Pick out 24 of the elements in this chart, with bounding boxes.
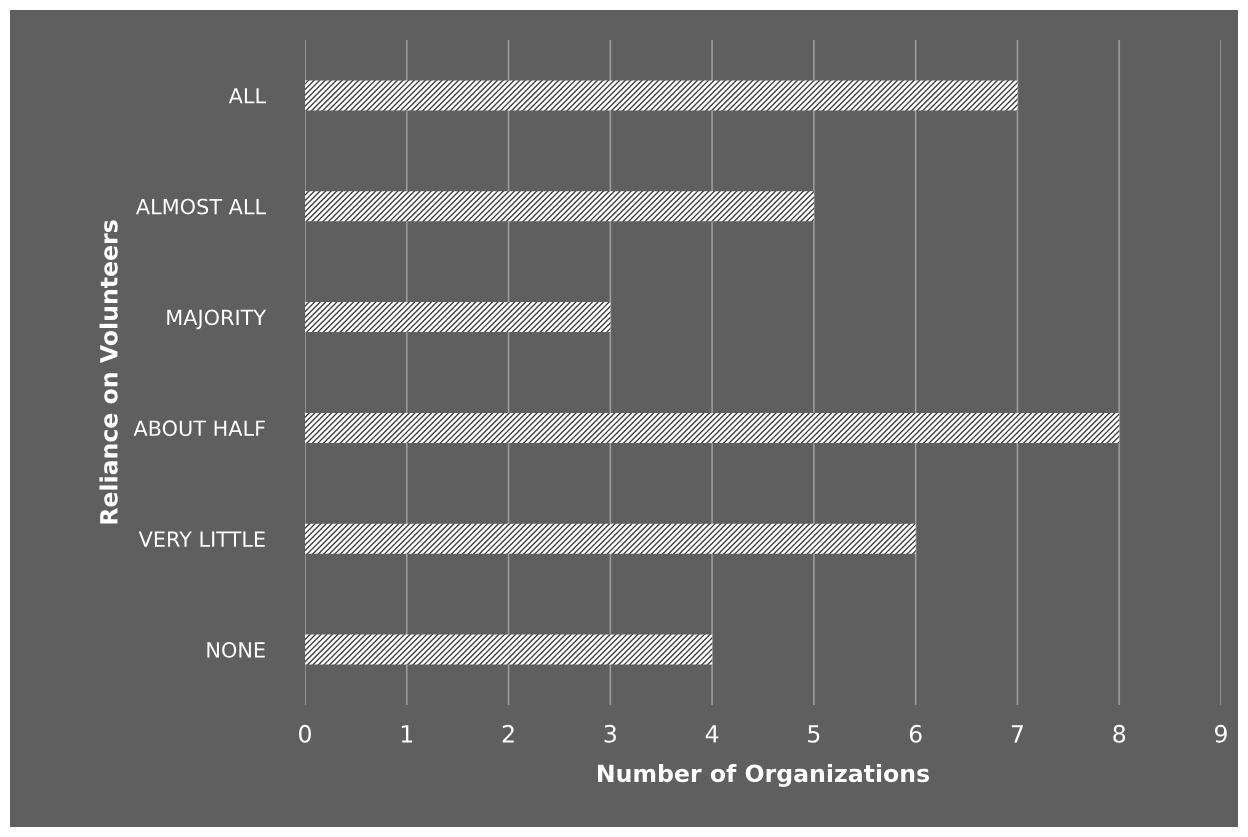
y-tick-label: ALL bbox=[228, 88, 266, 104]
x-tick-label: 1 bbox=[401, 725, 413, 743]
x-axis-title: Number of Organizations bbox=[598, 763, 930, 787]
y-axis-title: Reliance on Volunteers bbox=[99, 220, 118, 524]
x-tick-label: 9 bbox=[1214, 724, 1227, 743]
bar bbox=[305, 191, 814, 222]
y-tick-label: ABOUT HALF bbox=[133, 420, 265, 437]
x-tick-label: 4 bbox=[705, 725, 719, 743]
bar bbox=[305, 523, 916, 554]
x-tick-label: 0 bbox=[299, 724, 311, 743]
bar bbox=[305, 302, 611, 333]
bar bbox=[305, 80, 1018, 111]
x-tick-label: 6 bbox=[909, 724, 922, 743]
x-tick-label: 3 bbox=[604, 724, 616, 743]
y-tick-label: VERY LITTLE bbox=[138, 531, 265, 547]
x-tick-label: 8 bbox=[1113, 724, 1126, 743]
x-tick-label: 5 bbox=[808, 725, 820, 743]
y-tick-label: ALMOST ALL bbox=[136, 198, 266, 215]
x-tick-label: 2 bbox=[502, 724, 514, 743]
bar bbox=[305, 412, 1120, 443]
y-tick-label: NONE bbox=[207, 642, 265, 658]
bar bbox=[305, 634, 713, 665]
x-tick-label: 7 bbox=[1011, 725, 1023, 743]
y-tick-label: MAJORITY bbox=[167, 309, 267, 330]
